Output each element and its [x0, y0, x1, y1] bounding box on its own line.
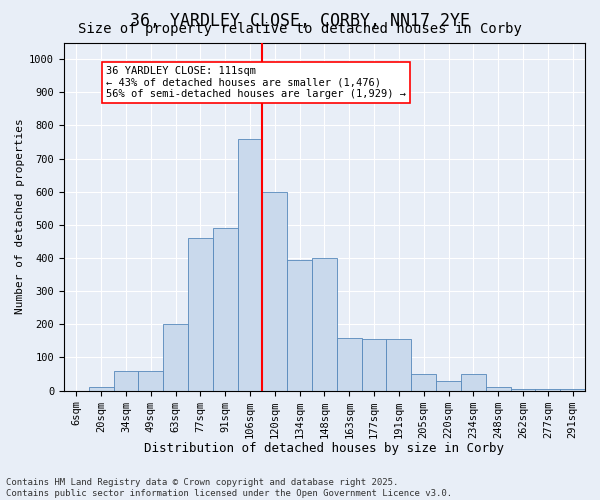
- Bar: [89, 388, 113, 390]
- Bar: [287, 260, 312, 390]
- Y-axis label: Number of detached properties: Number of detached properties: [15, 118, 25, 314]
- Bar: [486, 388, 511, 390]
- Bar: [511, 389, 535, 390]
- Text: Contains HM Land Registry data © Crown copyright and database right 2025.
Contai: Contains HM Land Registry data © Crown c…: [6, 478, 452, 498]
- Text: 36, YARDLEY CLOSE, CORBY, NN17 2YE: 36, YARDLEY CLOSE, CORBY, NN17 2YE: [130, 12, 470, 30]
- Bar: [188, 238, 213, 390]
- Bar: [312, 258, 337, 390]
- Bar: [560, 389, 585, 390]
- X-axis label: Distribution of detached houses by size in Corby: Distribution of detached houses by size …: [145, 442, 505, 455]
- Bar: [461, 374, 486, 390]
- Bar: [362, 339, 386, 390]
- Bar: [337, 338, 362, 390]
- Bar: [238, 138, 262, 390]
- Bar: [163, 324, 188, 390]
- Bar: [139, 370, 163, 390]
- Bar: [411, 374, 436, 390]
- Bar: [213, 228, 238, 390]
- Bar: [535, 389, 560, 390]
- Bar: [113, 370, 139, 390]
- Text: Size of property relative to detached houses in Corby: Size of property relative to detached ho…: [78, 22, 522, 36]
- Bar: [262, 192, 287, 390]
- Bar: [386, 339, 411, 390]
- Text: 36 YARDLEY CLOSE: 111sqm
← 43% of detached houses are smaller (1,476)
56% of sem: 36 YARDLEY CLOSE: 111sqm ← 43% of detach…: [106, 66, 406, 99]
- Bar: [436, 380, 461, 390]
